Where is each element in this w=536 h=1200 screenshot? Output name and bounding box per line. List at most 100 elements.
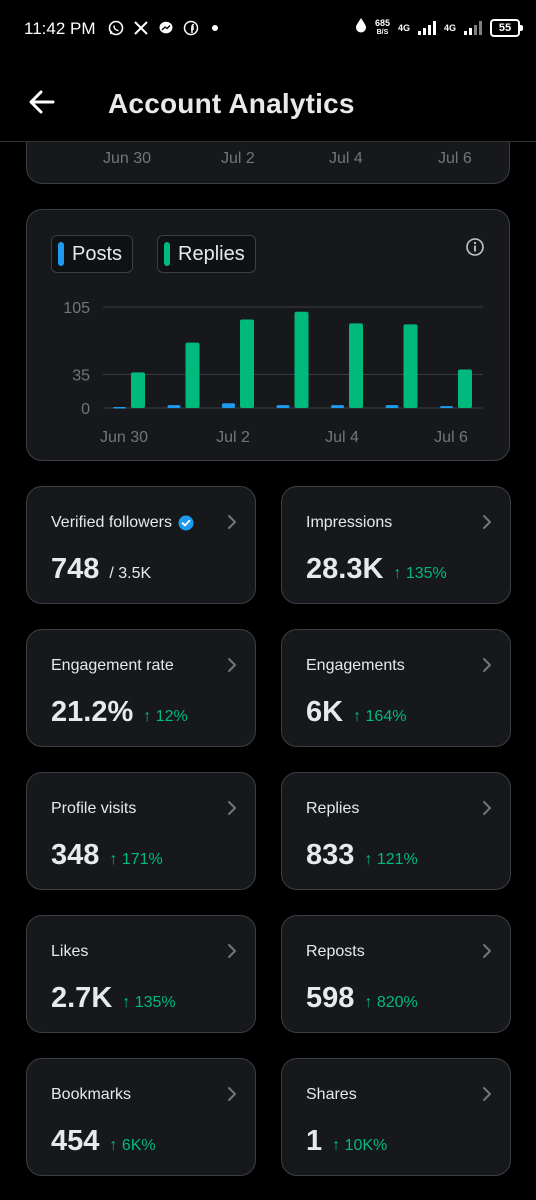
arrow-left-icon — [29, 90, 55, 114]
speed-unit: B/S — [376, 28, 389, 36]
metric-change: ↑ 6K% — [109, 1137, 156, 1154]
metric-label-text: Engagement rate — [51, 657, 174, 674]
app-header: Account Analytics — [0, 60, 536, 142]
status-time: 11:42 PM — [24, 19, 96, 38]
network-type-2: 4G — [443, 22, 456, 33]
metric-value-row: 28.3K ↑ 135% — [306, 553, 447, 586]
tick-label: Jul 6 — [438, 150, 472, 167]
metric-label-text: Verified followers — [51, 514, 172, 531]
notification-icons — [108, 20, 218, 36]
metric-value: 454 — [51, 1125, 100, 1157]
metric-total: / 3.5K — [109, 565, 152, 582]
metric-label: Engagement rate — [51, 657, 174, 675]
messenger-icon — [158, 20, 174, 36]
chevron-right-icon — [483, 801, 491, 815]
bar-posts[interactable] — [385, 405, 399, 408]
metric-value-row: 454 ↑ 6K% — [51, 1125, 156, 1158]
metric-card[interactable]: Replies 833 ↑ 121% — [281, 772, 511, 890]
info-icon[interactable] — [465, 237, 485, 257]
metric-value-row: 1 ↑ 10K% — [306, 1125, 387, 1158]
metric-card[interactable]: Profile visits 348 ↑ 171% — [26, 772, 256, 890]
bar-replies[interactable] — [131, 372, 145, 408]
metric-value: 6K — [306, 696, 344, 728]
data-saver-icon — [355, 17, 367, 38]
metric-label-text: Shares — [306, 1086, 357, 1103]
chevron-right-icon — [228, 515, 236, 529]
metric-label-text: Profile visits — [51, 800, 137, 817]
chevron-right-icon — [228, 944, 236, 958]
metric-label: Verified followers — [51, 514, 194, 532]
bar-chart: 0 35 105 Jun 30 Jul 2 Jul 4 Jul 6 — [63, 300, 483, 446]
metric-change: ↑ 135% — [393, 565, 447, 582]
x-tick-label: Jun 30 — [100, 429, 148, 446]
metric-card[interactable]: Reposts 598 ↑ 820% — [281, 915, 511, 1033]
bar-posts[interactable] — [276, 405, 290, 408]
system-indicators: 685 B/S 4G 4G 55 — [355, 17, 523, 38]
bar-replies[interactable] — [403, 324, 418, 408]
metric-card[interactable]: Likes 2.7K ↑ 135% — [26, 915, 256, 1033]
bar-replies[interactable] — [294, 311, 309, 408]
metric-card[interactable]: Verified followers 748 / 3.5K — [26, 486, 256, 604]
metric-card[interactable]: Shares 1 ↑ 10K% — [281, 1058, 511, 1176]
metric-value-row: 21.2% ↑ 12% — [51, 696, 188, 729]
legend-swatch — [58, 242, 64, 266]
metric-value-row: 2.7K ↑ 135% — [51, 982, 176, 1015]
metric-value: 28.3K — [306, 553, 384, 585]
legend-posts[interactable]: Posts — [51, 235, 134, 273]
status-bar: 11:42 PM 685 B/S 4G 4G 55 — [0, 0, 536, 60]
tick-label: Jul 4 — [329, 150, 363, 167]
chevron-right-icon — [483, 515, 491, 529]
metric-label-text: Replies — [306, 800, 360, 817]
metric-value-row: 598 ↑ 820% — [306, 982, 418, 1015]
bar-replies[interactable] — [185, 342, 200, 408]
metric-label: Reposts — [306, 943, 365, 961]
x-tick-label: Jul 4 — [325, 429, 359, 446]
signal-icon-2 — [464, 20, 482, 35]
legend-replies[interactable]: Replies — [157, 235, 256, 273]
network-type-1: 4G — [397, 22, 410, 33]
metric-change: ↑ 10K% — [332, 1137, 388, 1154]
bar-posts[interactable] — [331, 405, 344, 408]
metric-value-row: 833 ↑ 121% — [306, 839, 418, 872]
speed-value: 685 — [374, 17, 390, 28]
metric-change: ↑ 121% — [364, 851, 418, 868]
bar-posts[interactable] — [113, 407, 126, 409]
metric-label: Likes — [51, 943, 88, 961]
metric-change: ↑ 135% — [122, 994, 176, 1011]
facebook-icon — [183, 20, 199, 36]
metric-label: Profile visits — [51, 800, 136, 818]
chevron-right-icon — [483, 944, 491, 958]
bar-posts[interactable] — [222, 403, 235, 408]
metric-value: 748 — [51, 553, 100, 585]
metric-value: 833 — [306, 839, 355, 871]
metric-label: Replies — [306, 800, 359, 818]
bar-replies[interactable] — [349, 323, 363, 408]
metric-label: Shares — [306, 1086, 357, 1104]
metric-card[interactable]: Impressions 28.3K ↑ 135% — [281, 486, 511, 604]
signal-icon-1 — [417, 20, 436, 35]
bar-posts[interactable] — [440, 406, 453, 408]
legend-label: Posts — [72, 242, 123, 265]
metric-change: ↑ 164% — [353, 708, 407, 725]
bar-replies[interactable] — [240, 319, 254, 408]
metric-card[interactable]: Engagements 6K ↑ 164% — [281, 629, 511, 747]
metric-value: 598 — [306, 982, 355, 1014]
back-button[interactable] — [26, 86, 58, 118]
bar-posts[interactable] — [167, 405, 181, 408]
network-speed: 685 B/S — [374, 17, 390, 37]
metric-value: 1 — [306, 1125, 323, 1157]
metric-value-row: 748 / 3.5K — [51, 553, 151, 586]
chevron-right-icon — [228, 801, 236, 815]
metric-value-row: 6K ↑ 164% — [306, 696, 406, 729]
page-title: Account Analytics — [108, 88, 355, 119]
metric-label: Engagements — [306, 657, 405, 675]
metric-label: Impressions — [306, 514, 392, 532]
legend-label: Replies — [178, 242, 245, 265]
metric-card[interactable]: Bookmarks 454 ↑ 6K% — [26, 1058, 256, 1176]
y-tick-label: 105 — [63, 300, 90, 317]
more-notifications-icon — [212, 25, 218, 31]
metric-change: ↑ 12% — [143, 708, 188, 725]
bar-replies[interactable] — [458, 369, 472, 408]
metric-label-text: Reposts — [306, 943, 365, 960]
metric-card[interactable]: Engagement rate 21.2% ↑ 12% — [26, 629, 256, 747]
